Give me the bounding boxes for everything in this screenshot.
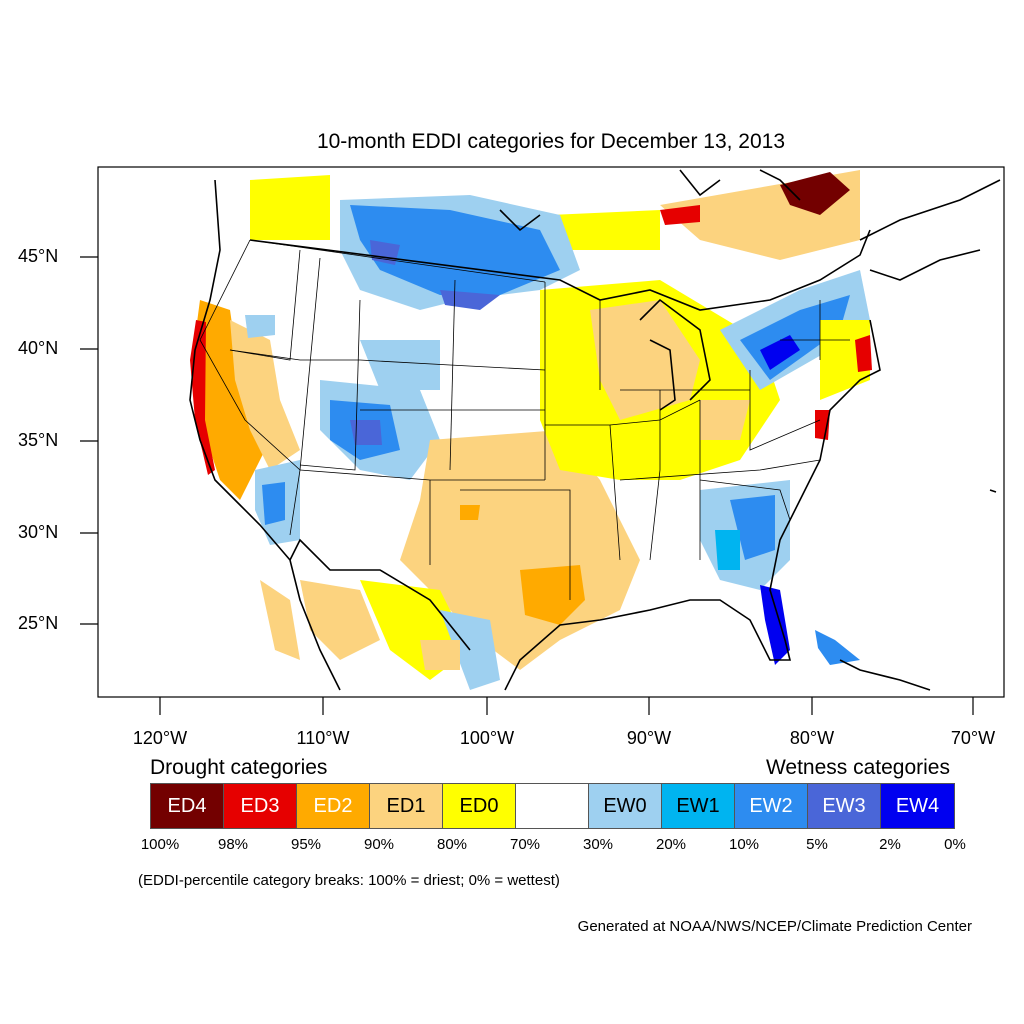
legend-box-ed0: ED0 — [443, 784, 516, 828]
longitude-label-110: 110°W — [296, 728, 350, 748]
legend-box-ed3: ED3 — [224, 784, 297, 828]
legend-box-ed1: ED1 — [370, 784, 443, 828]
legend-color-bar: ED4 ED3 ED2 ED1 ED0 EW0 EW1 EW2 EW3 EW4 — [150, 783, 955, 829]
longitude-label-120: 120°W — [132, 728, 188, 748]
percentile-label: 80% — [436, 836, 468, 853]
percentile-label: 30% — [582, 836, 614, 853]
latitude-label-35: 35°N — [18, 430, 59, 450]
legend-box-ew3: EW3 — [808, 784, 881, 828]
wetness-categories-heading: Wetness categories — [765, 756, 950, 779]
state-boundaries — [199, 239, 850, 600]
percentile-label: 100% — [140, 836, 180, 853]
longitude-label-100: 100°W — [459, 728, 515, 748]
percentile-label: 0% — [944, 836, 966, 853]
legend-box-ew0: EW0 — [589, 784, 662, 828]
legend-box-ed4: ED4 — [151, 784, 224, 828]
latitude-label-45: 45°N — [18, 246, 59, 266]
latitude-label-30: 30°N — [18, 522, 59, 542]
percentile-label: 20% — [655, 836, 687, 853]
map-title: 10-month EDDI categories for December 13… — [316, 130, 786, 153]
longitude-label-80: 80°W — [789, 728, 835, 748]
percentile-label: 70% — [509, 836, 541, 853]
legend-box-ew4: EW4 — [881, 784, 954, 828]
percentile-label: 10% — [728, 836, 760, 853]
longitude-label-70: 70°W — [950, 728, 996, 748]
legend-box-normal — [516, 784, 589, 828]
legend-box-ew2: EW2 — [735, 784, 808, 828]
legend-box-ew1: EW1 — [662, 784, 735, 828]
axis-ticks — [80, 256, 974, 715]
map-border — [97, 166, 1005, 698]
credit-line: Generated at NOAA/NWS/NCEP/Climate Predi… — [577, 918, 972, 935]
category-breaks-note: (EDDI-percentile category breaks: 100% =… — [138, 872, 560, 889]
percentile-label: 5% — [806, 836, 828, 853]
percentile-label: 90% — [363, 836, 395, 853]
latitude-label-25: 25°N — [18, 613, 59, 633]
latitude-label-40: 40°N — [18, 338, 59, 358]
map-canvas — [98, 167, 1004, 697]
drought-categories-heading: Drought categories — [150, 756, 328, 779]
percentile-label: 95% — [290, 836, 322, 853]
legend-box-ed2: ED2 — [297, 784, 370, 828]
percentile-label: 2% — [879, 836, 901, 853]
coastlines — [189, 169, 1001, 691]
longitude-label-90: 90°W — [626, 728, 672, 748]
percentile-label: 98% — [217, 836, 249, 853]
